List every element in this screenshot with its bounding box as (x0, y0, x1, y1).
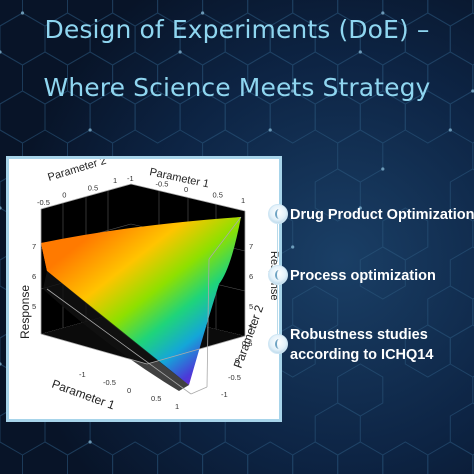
background-node-dot (448, 128, 452, 132)
top-right-tick-label: 1 (241, 196, 245, 205)
top-right-tick-label: 0 (184, 185, 188, 194)
right-z-tick-label: 6 (249, 272, 253, 281)
background-node-dot (381, 167, 385, 171)
top-left-tick-label: 1 (113, 176, 117, 185)
top-left-tick-label: 0.5 (88, 183, 98, 192)
background-hexagon (449, 324, 474, 378)
background-node-dot (0, 50, 2, 54)
response-surface-shadow (43, 271, 189, 391)
background-node-dot (88, 440, 92, 444)
background-node-dot (111, 89, 115, 93)
background-node-dot (268, 128, 272, 132)
bottom-right-tick-label: 0 (235, 356, 239, 365)
background-hexagon (337, 441, 384, 474)
background-hexagon (22, 441, 68, 474)
timeline-connector-2 (277, 285, 278, 337)
background-node-dot (0, 206, 2, 210)
benefit-item-drug-product-optimization: Drug Product Optimization (290, 207, 474, 223)
background-node-dot (201, 11, 205, 15)
bullet-icon-3 (268, 334, 288, 354)
bottom-right-tick-label: 0.5 (242, 339, 252, 348)
left-response-label: Response (18, 285, 32, 339)
background-node-dot (178, 50, 182, 54)
top-left-tick-label: 0 (62, 191, 66, 200)
bullet-icon-2 (268, 265, 288, 285)
top-right-tick-label: -0.5 (156, 180, 169, 189)
background-hexagon (202, 441, 249, 474)
top-right-tick-label: 0.5 (213, 191, 223, 200)
top-left-axis-label: Parameter 2 (46, 159, 107, 184)
tick-labels: -0.500.51 -1-0.500.51-1-0.500.51-1-0.500.… (32, 174, 253, 411)
left-z-tick-label: 5 (32, 302, 36, 311)
background-node-dot (291, 245, 295, 249)
page-title-line-2: Where Science Meets Strategy (43, 73, 431, 102)
background-node-dot (358, 206, 362, 210)
background-hexagon (382, 441, 429, 474)
benefit-item-process-optimization: Process optimization (290, 268, 436, 284)
background-hexagon (112, 441, 159, 474)
right-z-tick-label: 5 (249, 302, 253, 311)
background-hexagon (449, 168, 474, 222)
page-title-line-1: Design of Experiments (DoE) – (44, 15, 430, 44)
response-surface (41, 217, 241, 385)
bottom-left-tick-label: 1 (175, 402, 179, 411)
bottom-right-tick-label: -0.5 (228, 373, 241, 382)
background-node-dot (471, 89, 474, 93)
background-node-dot (20, 11, 25, 15)
bullet-icon-1 (268, 204, 288, 224)
background-hexagon (247, 441, 294, 474)
bottom-left-tick-label: -0.5 (103, 378, 116, 387)
response-surface-figure: Parameter 2 Parameter 1 Parameter 1 Para… (6, 156, 282, 422)
box-edges (40, 183, 246, 395)
background-node-dot (358, 50, 362, 54)
background-hexagon (359, 246, 406, 300)
top-right-tick-label: -1 (127, 174, 134, 183)
background-hexagon (292, 441, 339, 474)
background-node-dot (381, 11, 385, 15)
bottom-left-tick-label: 0 (127, 386, 131, 395)
background-hexagon (427, 441, 474, 474)
background-node-dot (88, 128, 92, 132)
background-node-dot (0, 362, 2, 366)
left-z-tick-label: 6 (32, 272, 36, 281)
top-left-tick-label: -0.5 (37, 198, 50, 207)
background-node-dot (291, 89, 295, 93)
bottom-left-tick-label: -1 (79, 370, 86, 379)
right-z-tick-label: 7 (249, 242, 253, 251)
background-hexagon (157, 441, 204, 474)
timeline-connector-1 (277, 216, 278, 262)
bottom-left-tick-label: 0.5 (151, 394, 161, 403)
response-surface-plot: Parameter 2 Parameter 1 Parameter 1 Para… (18, 159, 279, 413)
bottom-right-tick-label: -1 (221, 390, 228, 399)
benefit-item-robustness-line-1: Robustness studies (290, 327, 428, 343)
bottom-right-tick-label: 1 (249, 322, 253, 331)
benefit-item-robustness-line-2: according to ICHQ14 (290, 347, 434, 363)
left-z-tick-label: 7 (32, 242, 36, 251)
